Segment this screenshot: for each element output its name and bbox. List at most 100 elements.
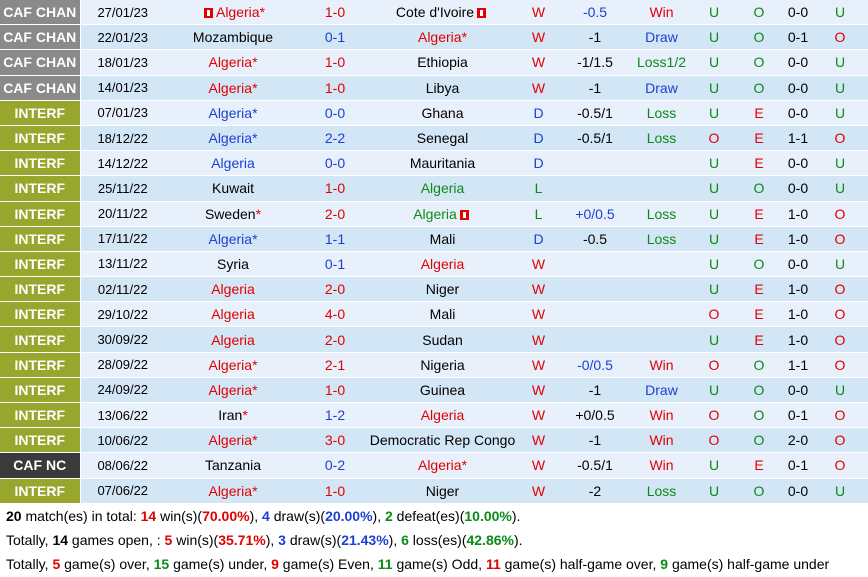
away-team-cell[interactable]: Niger [369, 276, 516, 303]
half-time-score-text: 0-0 [787, 79, 809, 96]
home-team-cell[interactable]: Kuwait [165, 175, 301, 202]
handicap-cell: -1 [561, 24, 629, 51]
score-cell[interactable]: 1-0 [301, 75, 369, 101]
score-cell[interactable]: 0-0 [301, 150, 369, 177]
result-cell: D [516, 100, 561, 126]
away-team-cell[interactable]: Mali [369, 226, 516, 252]
home-team-cell[interactable]: Algeria [165, 326, 301, 353]
score-cell[interactable]: 0-0 [301, 100, 369, 126]
away-team-cell[interactable]: Nigeria [369, 352, 516, 378]
result-text: W [531, 281, 546, 298]
score-cell[interactable]: 1-0 [301, 175, 369, 202]
away-team-cell[interactable]: Ghana [369, 100, 516, 126]
home-team-cell[interactable]: Tanzania [165, 452, 301, 479]
result-text: D [533, 230, 544, 247]
score-cell[interactable]: 1-0 [301, 0, 369, 26]
away-team-cell[interactable]: Algeria [369, 201, 516, 227]
score-text: 0-2 [324, 457, 346, 474]
away-team-cell[interactable]: Mali [369, 301, 516, 328]
home-team-cell[interactable]: Iran* [165, 402, 301, 429]
score-cell[interactable]: 1-0 [301, 49, 369, 76]
away-team-cell[interactable]: Algeria [369, 402, 516, 429]
home-team-cell[interactable]: Algeria [165, 276, 301, 303]
away-team-cell[interactable]: Niger [369, 478, 516, 504]
home-team-cell[interactable]: Algeria* [165, 125, 301, 152]
match-row: CAF NC 08/06/22 Tanzania 0-2 Algeria* W -0.5/1… [0, 452, 868, 479]
home-team-cell[interactable]: Algeria* [165, 49, 301, 76]
home-team-cell[interactable]: Mozambique [165, 24, 301, 51]
score-cell[interactable]: 1-0 [301, 478, 369, 504]
score-cell[interactable]: 2-0 [301, 201, 369, 227]
away-team-cell[interactable]: Ethiopia [369, 49, 516, 76]
over-under-cell: U [694, 0, 734, 26]
odd-even-text: E [754, 457, 764, 474]
score-cell[interactable]: 2-0 [301, 326, 369, 353]
handicap-result-cell: Loss [629, 478, 694, 504]
away-team-cell[interactable]: Algeria* [369, 24, 516, 51]
home-team-cell[interactable]: Syria [165, 251, 301, 278]
away-team-cell[interactable]: Cote d'Ivoire [369, 0, 516, 26]
result-cell: W [516, 24, 561, 51]
over-under-cell: U [694, 251, 734, 278]
score-cell[interactable]: 1-1 [301, 226, 369, 252]
league-text: INTERF [14, 180, 66, 197]
home-team-cell[interactable]: Algeria* [165, 75, 301, 101]
score-cell[interactable]: 2-2 [301, 125, 369, 152]
half-time-score-cell: 0-0 [784, 251, 812, 278]
home-team-cell[interactable]: Algeria* [165, 377, 301, 404]
score-cell[interactable]: 2-0 [301, 276, 369, 303]
score-cell[interactable]: 2-1 [301, 352, 369, 378]
half-time-over-under-text: O [834, 130, 846, 147]
score-cell[interactable]: 0-1 [301, 24, 369, 51]
home-team-cell[interactable]: Algeria* [165, 478, 301, 504]
away-team-cell[interactable]: Algeria* [369, 452, 516, 479]
home-team-cell[interactable]: Algeria* [165, 100, 301, 126]
home-team-cell[interactable]: Algeria* [165, 0, 301, 26]
league-cell: INTERF [0, 251, 81, 278]
home-team-cell[interactable]: Algeria* [165, 226, 301, 252]
home-team-cell[interactable]: Algeria [165, 150, 301, 177]
away-team-cell[interactable]: Sudan [369, 326, 516, 353]
home-team-text: Algeria [211, 331, 255, 348]
summary-text: game(s) Even, [278, 555, 378, 572]
score-cell[interactable]: 1-2 [301, 402, 369, 429]
score-cell[interactable]: 4-0 [301, 301, 369, 328]
match-row: INTERF 13/11/22 Syria 0-1 Algeria W U O 0-0 U [0, 251, 868, 278]
away-team-cell[interactable]: Libya [369, 75, 516, 101]
over-under-text: U [708, 29, 720, 46]
league-text: INTERF [14, 306, 66, 323]
over-under-cell: U [694, 377, 734, 404]
score-cell[interactable]: 0-1 [301, 251, 369, 278]
score-cell[interactable]: 3-0 [301, 427, 369, 454]
summary-text: games open, : [68, 531, 165, 548]
away-team-cell[interactable]: Algeria [369, 251, 516, 278]
home-team-text: Algeria* [208, 356, 258, 373]
handicap-cell: -0/0.5 [561, 352, 629, 378]
over-under-cell: O [694, 352, 734, 378]
half-time-score-text: 1-0 [787, 205, 809, 222]
score-cell[interactable]: 1-0 [301, 377, 369, 404]
score-text: 0-0 [324, 104, 346, 121]
over-under-cell: O [694, 427, 734, 454]
over-under-text: U [708, 457, 720, 474]
away-team-cell[interactable]: Democratic Rep Congo [369, 427, 516, 454]
away-team-cell[interactable]: Guinea [369, 377, 516, 404]
away-team-cell[interactable]: Senegal [369, 125, 516, 152]
result-cell: W [516, 276, 561, 303]
score-cell[interactable]: 0-2 [301, 452, 369, 479]
handicap-cell: +0/0.5 [561, 402, 629, 429]
away-team-cell[interactable]: Algeria [369, 175, 516, 202]
half-time-score-text: 1-0 [787, 331, 809, 348]
league-cell: CAF CHAN [0, 75, 81, 101]
handicap-result-text: Loss [646, 482, 677, 499]
handicap-cell: -2 [561, 478, 629, 504]
away-team-cell[interactable]: Mauritania [369, 150, 516, 177]
odd-even-cell: E [734, 452, 784, 479]
half-time-score-text: 0-0 [787, 54, 809, 71]
league-text: INTERF [14, 381, 66, 398]
home-team-cell[interactable]: Algeria* [165, 427, 301, 454]
home-team-cell[interactable]: Algeria [165, 301, 301, 328]
home-team-cell[interactable]: Sweden* [165, 201, 301, 227]
handicap-result-cell [629, 150, 694, 177]
home-team-cell[interactable]: Algeria* [165, 352, 301, 378]
